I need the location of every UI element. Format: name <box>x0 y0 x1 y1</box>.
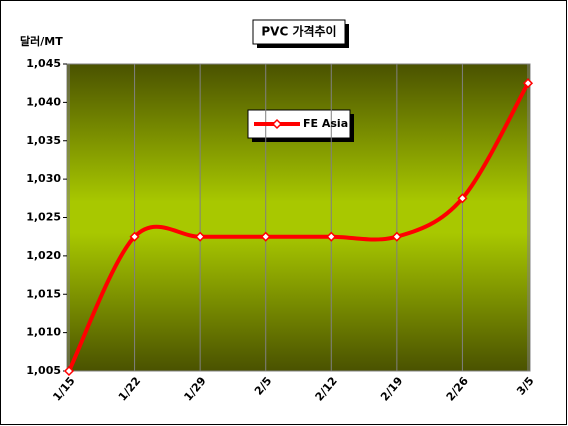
y-tick-label: 1,035 <box>26 134 61 147</box>
data-point <box>260 231 271 242</box>
y-tick-label: 1,015 <box>26 287 61 300</box>
y-tick-label: 1,005 <box>26 364 61 377</box>
data-point <box>129 231 140 242</box>
y-tick-label: 1,020 <box>26 249 61 262</box>
chart-title: PVC 가격추이 <box>261 24 336 39</box>
y-tick-label: 1,045 <box>26 57 61 70</box>
data-point <box>522 78 534 89</box>
y-tick-label: 1,030 <box>26 172 61 185</box>
y-tick-label: 1,040 <box>26 95 61 108</box>
legend-marker <box>271 118 283 130</box>
title-box <box>252 19 346 45</box>
data-point <box>391 231 402 242</box>
legend-label: FE Asia <box>303 117 348 130</box>
data-point <box>195 231 206 242</box>
data-point <box>63 365 75 377</box>
data-point <box>326 231 337 242</box>
y-tick-label: 1,010 <box>26 326 61 339</box>
y-tick-label: 1,025 <box>26 211 61 224</box>
data-point <box>457 193 468 204</box>
y-axis-label: 달러/MT <box>20 34 63 48</box>
